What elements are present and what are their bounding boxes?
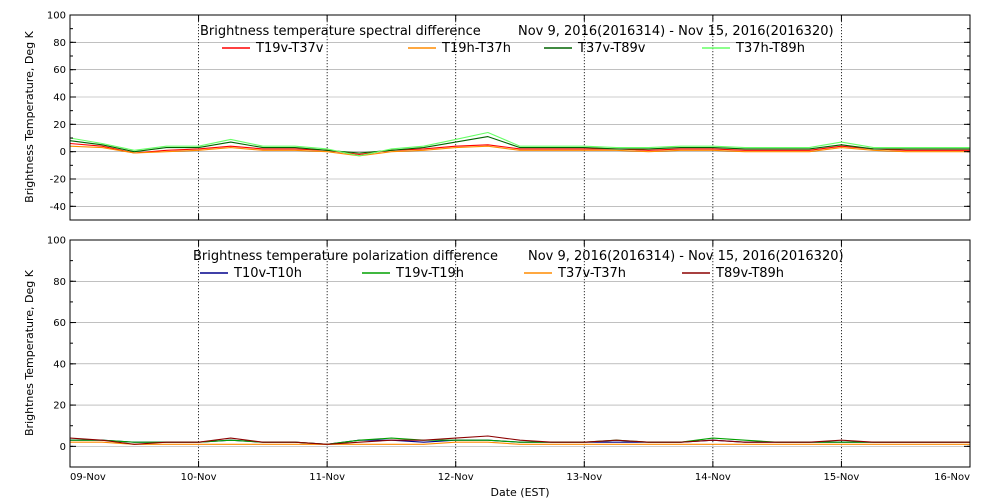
date-range: Nov 9, 2016(2016314) - Nov 15, 2016(2016… bbox=[528, 249, 844, 264]
plot-frame bbox=[69, 239, 971, 468]
x-tick-label: 13-Nov bbox=[566, 472, 602, 483]
legend-entry: T37v-T37h bbox=[524, 266, 626, 281]
legend-label: T37h-T89h bbox=[735, 41, 805, 56]
x-tick-label: 12-Nov bbox=[438, 472, 474, 483]
series-line-t19v-t19h bbox=[70, 437, 970, 445]
x-tick-label: 16-Nov bbox=[934, 472, 970, 483]
panel-title: Brightness temperature spectral differen… bbox=[200, 24, 481, 39]
legend-entry: T19h-T37h bbox=[408, 41, 511, 56]
x-tick-label: 14-Nov bbox=[695, 472, 731, 483]
x-axis-title: Date (EST) bbox=[490, 486, 549, 499]
series-line-t37v-t89v bbox=[69, 136, 970, 154]
y-tick-label: 60 bbox=[53, 318, 66, 329]
y-tick-label: 20 bbox=[53, 120, 66, 131]
x-tick-label: 15-Nov bbox=[823, 472, 859, 483]
series-line-t19h-t37h bbox=[69, 145, 970, 157]
y-tick-label: 80 bbox=[53, 277, 66, 288]
legend-label: T19v-T37v bbox=[255, 41, 324, 56]
y-tick-label: 0 bbox=[60, 147, 66, 158]
y-tick-label: -40 bbox=[50, 202, 66, 213]
y-tick-label: 0 bbox=[60, 442, 66, 453]
y-tick-label: 60 bbox=[53, 65, 66, 76]
legend-label: T37v-T37h bbox=[557, 266, 626, 281]
x-tick-label: 11-Nov bbox=[309, 472, 345, 483]
y-tick-label: 100 bbox=[47, 236, 66, 247]
y-tick-label: 20 bbox=[53, 401, 66, 412]
legend-label: T19h-T37h bbox=[441, 41, 511, 56]
panel-title: Brightness temperature polarization diff… bbox=[193, 249, 498, 264]
date-range: Nov 9, 2016(2016314) - Nov 15, 2016(2016… bbox=[518, 24, 834, 39]
legend-label: T19v-T19h bbox=[395, 266, 464, 281]
x-tick-label: 10-Nov bbox=[181, 472, 217, 483]
legend-label: T37v-T89v bbox=[577, 41, 646, 56]
polarization-difference-panel: Brightnes Temperature, Deg K 0 20 40 60 80 10… bbox=[23, 236, 971, 499]
y-tick-label: 40 bbox=[53, 93, 66, 104]
series-line-t19v-t37v bbox=[69, 142, 970, 155]
legend-entry: T10v-T10h bbox=[200, 266, 302, 281]
series-line-t37v-t37h bbox=[70, 441, 970, 445]
series-line-t37h-t89h bbox=[69, 131, 970, 157]
legend-entry: T37h-T89h bbox=[702, 41, 805, 56]
legend-label: T89v-T89h bbox=[715, 266, 784, 281]
y-tick-label: 100 bbox=[47, 11, 66, 22]
y-tick-label: -20 bbox=[50, 175, 66, 186]
legend-entry: T19v-T19h bbox=[362, 266, 464, 281]
plot-frame bbox=[69, 14, 971, 221]
series-line-t89v-t89h bbox=[69, 435, 970, 445]
legend-entry: T89v-T89h bbox=[682, 266, 784, 281]
y-axis-title: Brightnes Temperature, Deg K bbox=[23, 269, 36, 436]
y-axis-title: Brightness Temperature, Deg K bbox=[23, 30, 36, 202]
legend-label: T10v-T10h bbox=[233, 266, 302, 281]
x-tick-label: 09-Nov bbox=[70, 472, 106, 483]
y-tick-label: 80 bbox=[53, 38, 66, 49]
legend-entry: T37v-T89v bbox=[544, 41, 646, 56]
spectral-difference-panel: Brightness Temperature, Deg K -40 -20 0 20 4… bbox=[23, 11, 971, 221]
legend-entry: T19v-T37v bbox=[222, 41, 324, 56]
y-tick-label: 40 bbox=[53, 359, 66, 370]
